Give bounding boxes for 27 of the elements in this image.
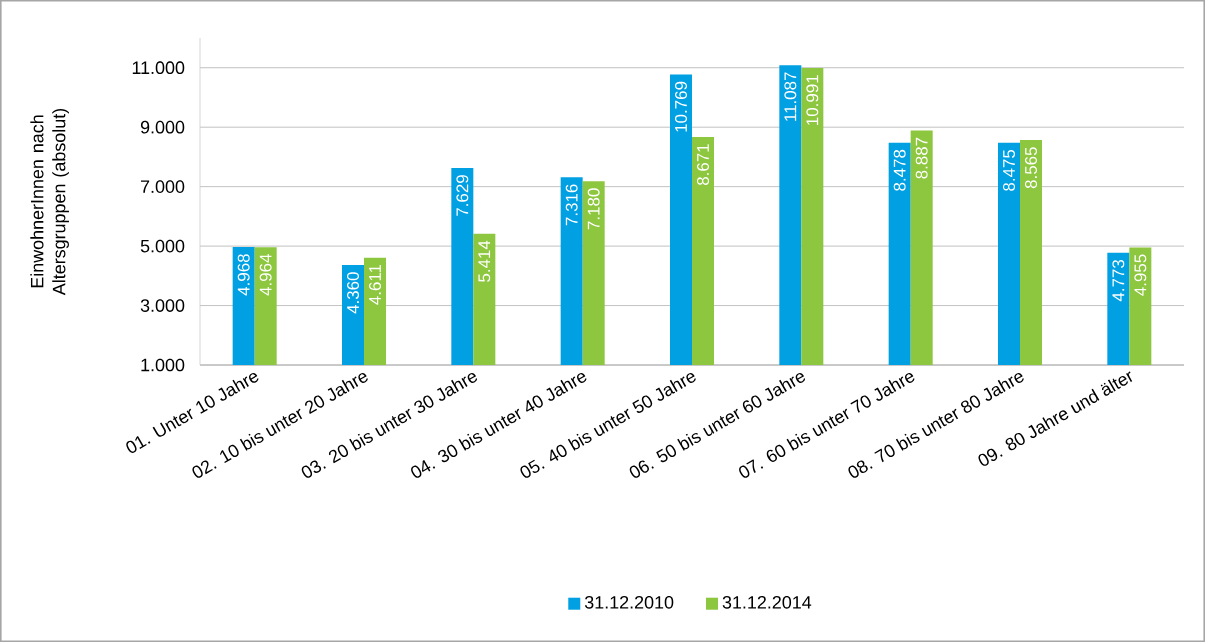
data-label: 8.671 xyxy=(697,144,709,185)
y-tick-label: 9.000 xyxy=(140,120,185,134)
legend-label: 31.12.2014 xyxy=(722,595,812,609)
data-label: 7.180 xyxy=(587,188,600,230)
data-label: 8.565 xyxy=(1025,147,1037,189)
data-label: 4.968 xyxy=(237,254,250,296)
data-label: 4.773 xyxy=(1112,259,1125,302)
data-label: 8.478 xyxy=(893,149,906,191)
y-tick-label: 5.000 xyxy=(140,239,185,253)
y-axis-title: EinwohnerInnen nach Altersgruppen (absolut) xyxy=(30,108,69,296)
data-label: 4.964 xyxy=(259,254,272,296)
data-label: 4.360 xyxy=(347,272,359,314)
y-tick-label: 3.000 xyxy=(140,299,185,312)
data-label: 4.611 xyxy=(369,264,381,305)
data-label: 5.414 xyxy=(478,240,491,282)
y-tick-label: 7.000 xyxy=(140,180,185,193)
data-label: 10.991 xyxy=(806,75,819,125)
data-label: 8.887 xyxy=(915,137,928,179)
y-tick-label: 11.000 xyxy=(132,61,185,75)
y-tick-label: 1.000 xyxy=(141,358,185,372)
data-label: 8.475 xyxy=(1003,149,1015,191)
data-label: 4.955 xyxy=(1134,254,1147,296)
data-label: 7.316 xyxy=(565,184,578,226)
data-label: 11.087 xyxy=(784,72,797,121)
data-label: 10.769 xyxy=(675,81,687,132)
data-label: 7.629 xyxy=(456,175,469,216)
legend-label: 31.12.2010 xyxy=(584,595,674,609)
